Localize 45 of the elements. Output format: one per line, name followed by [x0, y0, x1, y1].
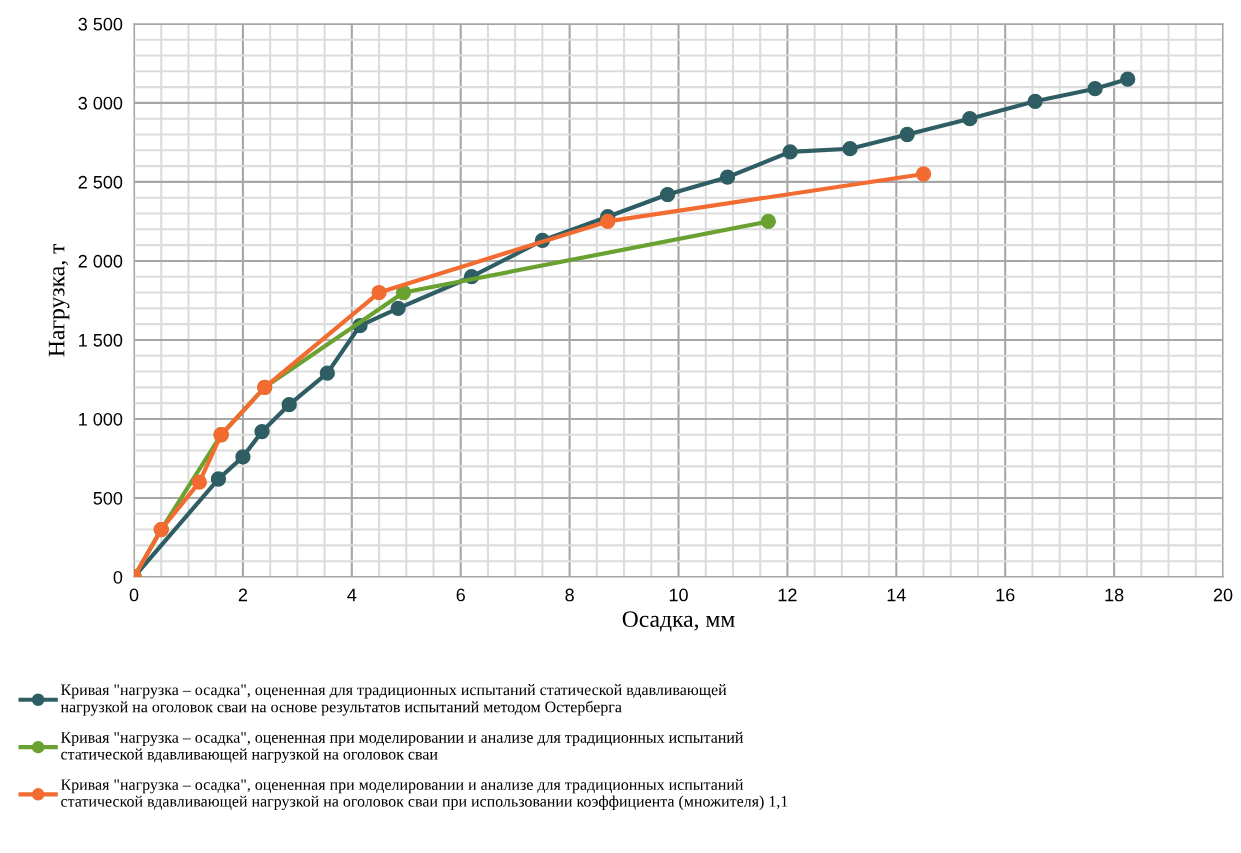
point	[842, 141, 858, 157]
y-tick-label: 2 000	[78, 254, 123, 268]
point	[390, 300, 406, 316]
point	[1087, 81, 1103, 97]
point	[210, 471, 227, 487]
point	[600, 213, 616, 230]
y-tick-label: 0	[113, 570, 123, 584]
legend-label: Кривая "нагрузка – осадка", оцененная при моделировании и анализе для традиционных испытаний статической вдавливающей нагрузкой на оголовок сваи	[60, 731, 744, 763]
point	[235, 449, 251, 465]
point	[281, 397, 297, 413]
x-axis-title: Осадка, мм	[622, 611, 735, 632]
x-tick-label: 10	[669, 588, 688, 602]
x-tick-label: 14	[887, 588, 906, 602]
x-tick-label: 6	[456, 588, 465, 602]
x-tick-label: 8	[565, 588, 574, 602]
y-tick-label: 500	[93, 491, 123, 505]
y-tick-label: 1 000	[79, 412, 123, 426]
x-tick-label: 18	[1105, 588, 1124, 602]
x-tick-label: 12	[778, 588, 797, 602]
y-axis-title: Нагрузка, т	[48, 244, 70, 357]
point	[1120, 71, 1136, 87]
point	[191, 474, 208, 490]
y-tick-label: 3 500	[78, 17, 123, 31]
legend-label: Кривая "нагрузка – осадка", оцененная при моделировании и анализе для традиционных испытаний статической вдавливающей нагрузкой на оголовок сваи при использовании коэффициента (множителя) 1,1	[60, 778, 788, 811]
x-tick-label: 0	[129, 588, 139, 602]
y-tick-label: 2 500	[78, 175, 123, 189]
point	[371, 284, 387, 301]
point	[760, 213, 776, 230]
point	[254, 423, 270, 440]
point	[659, 186, 676, 203]
y-tick-label: 3 000	[78, 96, 123, 110]
x-tick-label: 20	[1213, 588, 1233, 602]
point	[395, 284, 412, 301]
point	[962, 111, 978, 127]
point	[899, 126, 915, 143]
x-tick-label: 2	[238, 588, 248, 602]
x-tick-label: 16	[996, 588, 1015, 602]
y-tick-label: 1 500	[79, 333, 123, 347]
point	[1027, 93, 1043, 109]
point	[319, 365, 335, 381]
legend-label: Кривая "нагрузка – осадка", оцененная для традиционных испытаний статической вдавливающей нагрузкой на оголовок сваи на основе результатов испытаний методом Остерберга	[60, 684, 727, 716]
point	[782, 144, 798, 160]
point	[915, 166, 932, 182]
point	[719, 169, 736, 185]
x-tick-label: 4	[347, 588, 357, 602]
